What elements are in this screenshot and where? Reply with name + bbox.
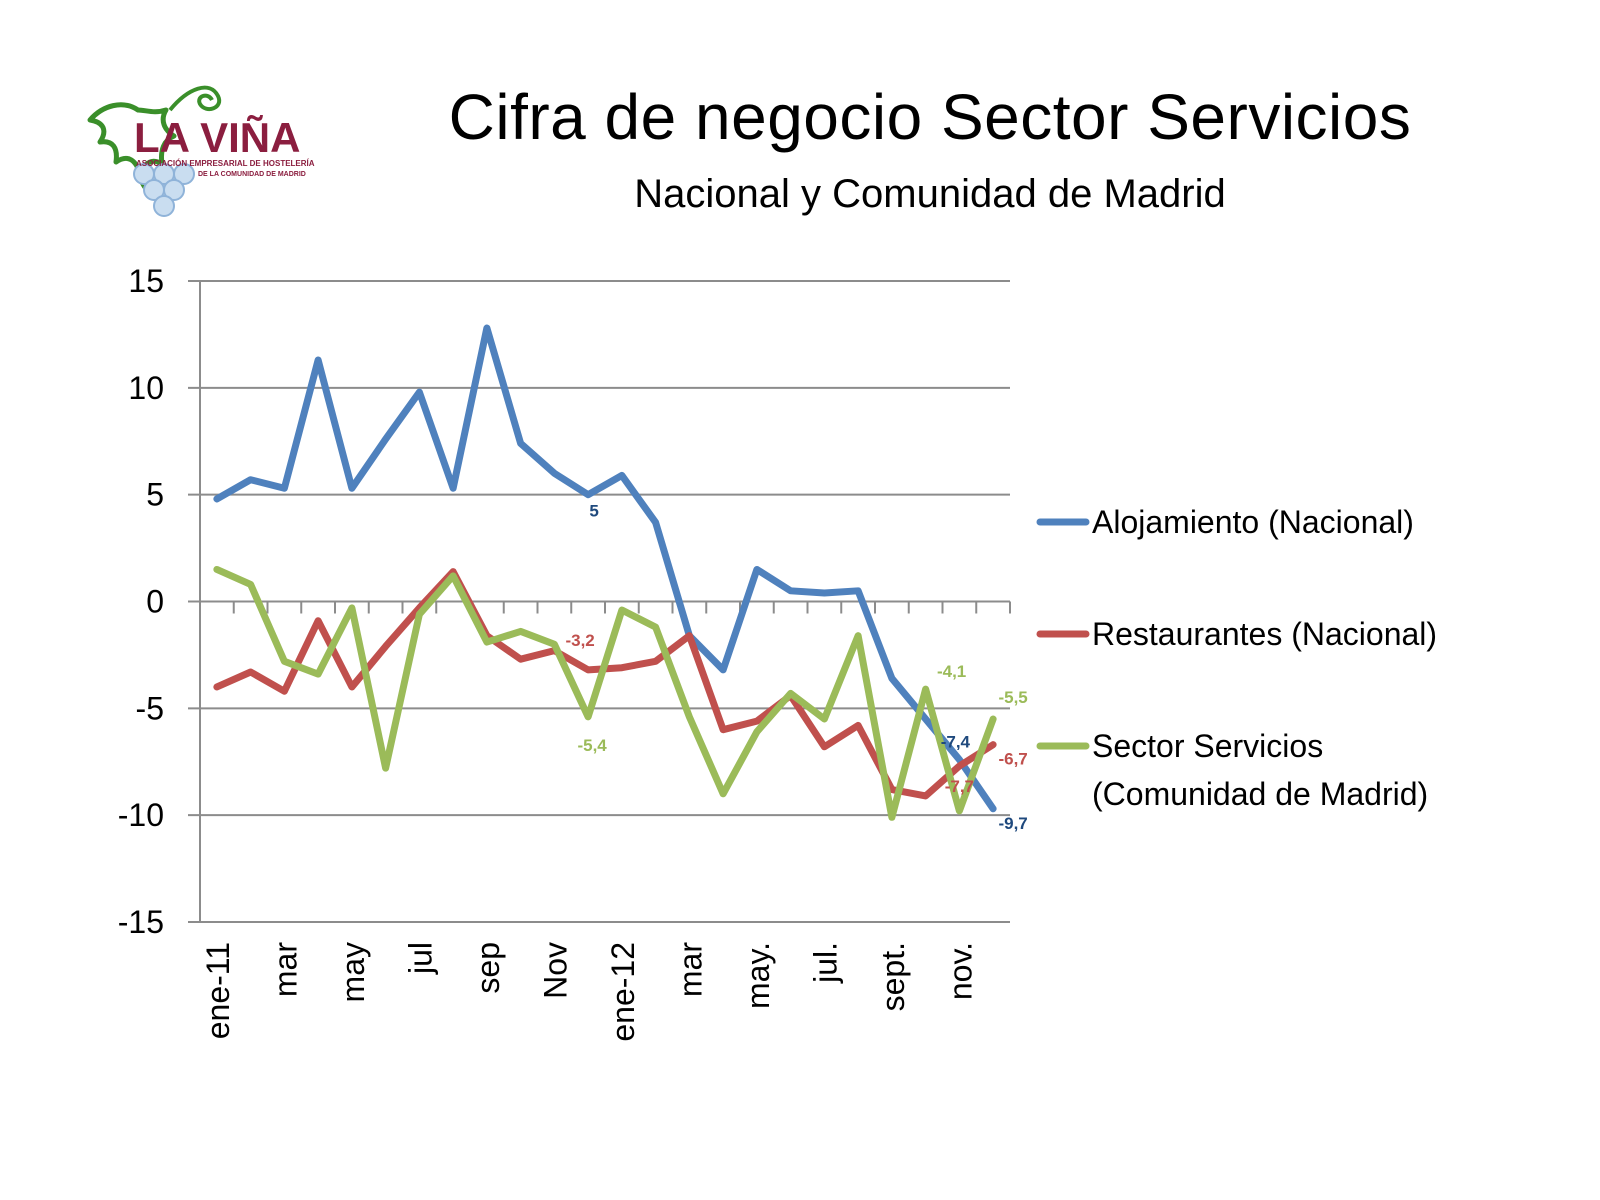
data-label: -3,2	[565, 631, 594, 650]
y-tick-label: 15	[128, 263, 164, 299]
x-tick-label: may.	[740, 942, 776, 1009]
data-label: -7,4	[941, 733, 971, 752]
x-tick-label: mar	[267, 942, 303, 997]
y-tick-label: 5	[146, 477, 164, 513]
grid-layer	[188, 280, 1010, 923]
data-label: -9,7	[998, 814, 1027, 833]
x-tick-label: jul.	[807, 942, 843, 984]
x-tick-label: sep	[470, 942, 506, 994]
data-label: -5,4	[577, 736, 607, 755]
x-tick-label: sept.	[875, 942, 911, 1011]
x-tick-label: nov.	[942, 942, 978, 1000]
vine-tendril-icon	[168, 85, 222, 112]
legend: Alojamiento (Nacional) Restaurantes (Naci…	[1036, 504, 1437, 812]
chart-title: Cifra de negocio Sector Servicios	[448, 81, 1412, 153]
data-label: -5,5	[998, 688, 1027, 707]
x-tick-label: ene-12	[605, 942, 641, 1042]
x-tick-label: may	[335, 942, 371, 1002]
data-label: -7,7	[945, 777, 974, 796]
data-label-layer: 5 -7,4 -9,7 -3,2 -7,7 -6,7 -5,4 -4,1 -5,5	[565, 502, 1027, 833]
series-line-0	[213, 324, 997, 813]
logo-tagline-2: DE LA COMUNIDAD DE MADRID	[198, 171, 306, 178]
x-tick-label: Nov	[537, 942, 573, 999]
grapes-icon	[133, 163, 195, 217]
legend-label: Restaurantes (Nacional)	[1092, 616, 1437, 652]
y-tick-label: -10	[118, 797, 164, 833]
data-label: 5	[589, 502, 598, 521]
series-layer	[213, 324, 997, 821]
x-tick-label: mar	[672, 942, 708, 997]
series-line-2	[213, 565, 997, 821]
legend-label: Sector Servicios	[1092, 728, 1323, 764]
y-tick-label: -5	[136, 690, 164, 726]
data-label: -6,7	[998, 750, 1027, 769]
logo-name: LA VIÑA	[134, 114, 300, 161]
x-tick-label: jul	[402, 942, 438, 975]
x-tick-label: ene-11	[200, 942, 236, 1039]
logo-tagline-1: ASOCIACIÓN EMPRESARIAL DE HOSTELERÍA	[136, 159, 315, 168]
legend-label: Alojamiento (Nacional)	[1092, 504, 1414, 540]
y-tick-label: 10	[128, 370, 164, 406]
la-vina-logo: LA VIÑA ASOCIACIÓN EMPRESARIAL DE HOSTEL…	[87, 85, 315, 217]
y-tick-label: 0	[146, 584, 164, 620]
data-label: -4,1	[937, 662, 966, 681]
y-tick-label: -15	[118, 904, 164, 940]
chart-subtitle: Nacional y Comunidad de Madrid	[634, 172, 1226, 216]
legend-label: (Comunidad de Madrid)	[1092, 776, 1428, 812]
